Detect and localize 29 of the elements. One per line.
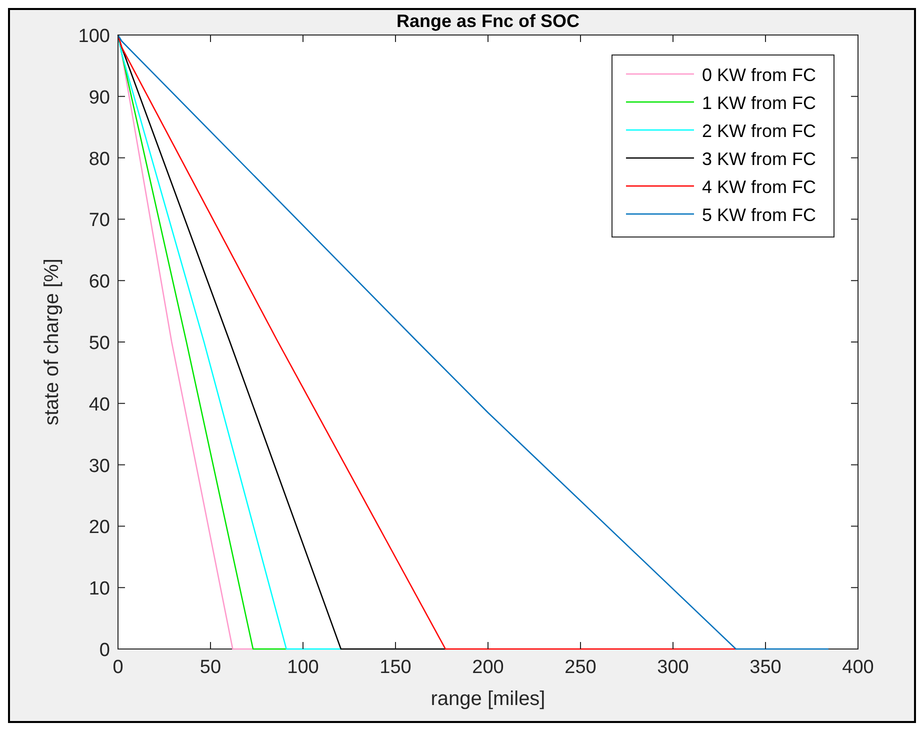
legend-label: 3 KW from FC [702,149,816,169]
legend-label: 2 KW from FC [702,121,816,141]
y-tick-label: 20 [88,517,110,538]
y-tick-label: 50 [88,333,110,354]
y-tick-label: 10 [88,578,110,600]
y-tick-label: 0 [99,640,110,661]
x-tick-label: 0 [112,657,124,678]
y-tick-label: 80 [88,148,110,170]
y-tick-label: 30 [88,456,110,477]
x-tick-label: 250 [564,657,596,678]
y-tick-label: 100 [78,26,110,47]
legend-label: 5 KW from FC [702,205,816,225]
x-tick-label: 50 [200,657,222,678]
x-tick-label: 400 [842,657,874,678]
legend-label: 4 KW from FC [702,177,816,197]
y-tick-label: 70 [88,210,110,232]
x-tick-label: 100 [287,657,319,678]
chart-title: Range as Fnc of SOC [396,11,580,31]
x-tick-label: 300 [657,657,689,678]
legend-label: 1 KW from FC [702,93,816,113]
y-tick-label: 60 [88,272,110,293]
legend-label: 0 KW from FC [702,65,816,85]
x-axis-title: range [miles] [430,688,546,710]
y-tick-label: 40 [88,394,110,416]
x-tick-label: 200 [472,657,504,678]
y-tick-label: 90 [88,87,110,108]
x-tick-label: 350 [750,657,782,678]
x-tick-label: 150 [380,657,412,678]
y-axis-title: state of charge [%] [41,258,63,426]
